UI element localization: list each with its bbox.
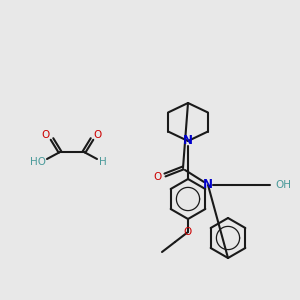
Text: HO: HO (30, 157, 46, 167)
Text: O: O (154, 172, 162, 182)
Text: H: H (99, 157, 107, 167)
Text: O: O (42, 130, 50, 140)
Text: O: O (94, 130, 102, 140)
Text: O: O (184, 227, 192, 237)
Text: N: N (183, 134, 193, 148)
Text: OH: OH (275, 180, 291, 190)
Text: N: N (203, 178, 213, 191)
